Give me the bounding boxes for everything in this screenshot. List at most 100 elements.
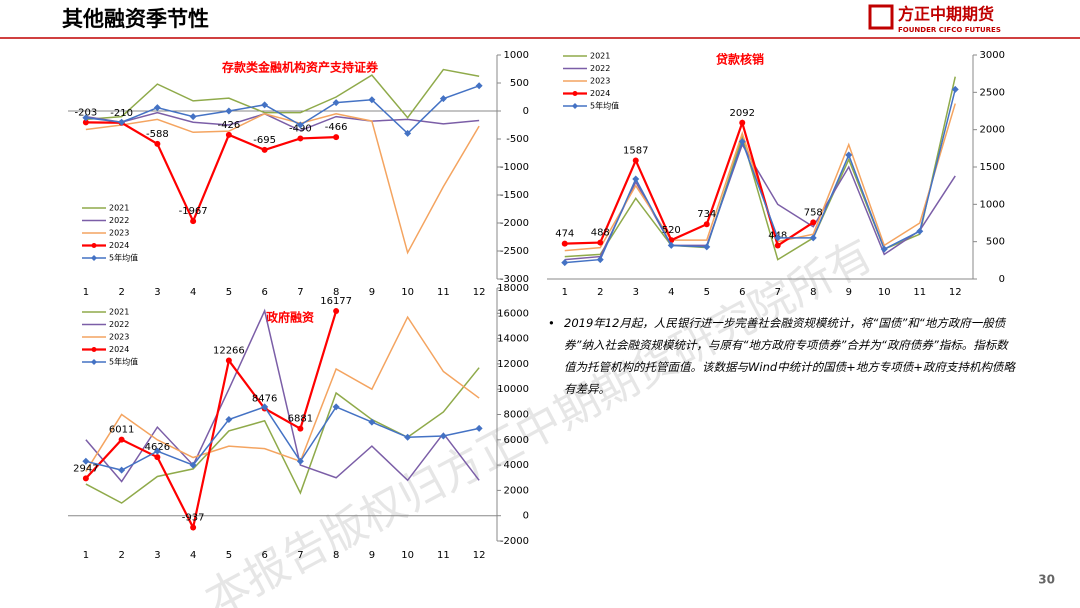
point — [297, 425, 304, 432]
point — [774, 234, 782, 242]
point — [632, 157, 639, 164]
point — [297, 135, 304, 142]
value-label: 758 — [804, 207, 823, 218]
x-tick-label: 12 — [473, 287, 486, 298]
value-label: -695 — [253, 135, 276, 146]
series-line — [85, 310, 338, 531]
legend-marker — [91, 243, 97, 248]
point — [561, 259, 569, 267]
legend-label: 2022 — [590, 64, 610, 73]
x-tick-label: 8 — [333, 287, 339, 298]
point — [951, 85, 959, 93]
point — [809, 234, 817, 242]
point — [632, 175, 640, 183]
point — [703, 243, 711, 251]
value-label: 1587 — [623, 146, 648, 157]
chart-title: 存款类金融机构资产支持证券 — [221, 60, 379, 75]
point — [261, 146, 268, 153]
y-tick-label: 500 — [986, 237, 1005, 248]
legend-marker — [91, 255, 97, 261]
x-tick-label: 7 — [297, 287, 303, 298]
point — [703, 221, 710, 228]
point — [475, 424, 483, 432]
legend-label: 2023 — [109, 229, 129, 238]
x-tick-label: 8 — [333, 550, 339, 561]
value-label: -588 — [146, 129, 169, 140]
point — [82, 119, 89, 126]
page-number: 30 — [1038, 573, 1055, 587]
value-label: 8476 — [252, 393, 277, 404]
x-tick-label: 12 — [949, 287, 962, 298]
x-tick-label: 1 — [83, 287, 89, 298]
series-line — [85, 121, 337, 224]
value-label: 520 — [662, 225, 681, 236]
point — [154, 454, 161, 461]
y-tick-label: 6000 — [504, 435, 529, 446]
point — [225, 416, 233, 424]
legend-label: 2021 — [109, 308, 129, 317]
legend-label: 5年均值 — [109, 357, 138, 367]
x-tick-label: 7 — [297, 550, 303, 561]
x-tick-label: 5 — [226, 550, 232, 561]
logo-english: FOUNDER CIFCO FUTURES — [898, 26, 1001, 34]
y-tick-label: 1500 — [980, 162, 1005, 173]
series-line — [564, 119, 814, 248]
legend-label: 2021 — [590, 52, 610, 61]
series-line — [564, 89, 956, 264]
x-tick-label: 4 — [190, 550, 196, 561]
point — [82, 457, 90, 465]
x-tick-label: 5 — [704, 287, 710, 298]
x-tick-label: 1 — [562, 287, 568, 298]
legend-label: 2022 — [109, 216, 129, 225]
x-tick-label: 2 — [118, 550, 124, 561]
y-tick-label: 0 — [523, 106, 529, 117]
x-tick-label: 12 — [473, 550, 486, 561]
x-tick-label: 2 — [597, 287, 603, 298]
point — [475, 82, 483, 90]
y-tick-label: 0 — [523, 511, 529, 522]
note-text: 2019年12月起，人民银行进一步完善社会融资规模统计，将“国债”和“地方政府一… — [564, 316, 1015, 396]
y-tick-label: 12000 — [497, 359, 529, 370]
x-tick-label: 4 — [668, 287, 674, 298]
y-tick-label: -2000 — [500, 218, 529, 229]
point — [118, 118, 126, 126]
value-label: 474 — [555, 229, 574, 240]
x-tick-label: 6 — [261, 287, 267, 298]
x-tick-label: 10 — [878, 287, 891, 298]
x-tick-label: 10 — [401, 287, 414, 298]
x-tick-label: 4 — [190, 287, 196, 298]
point — [774, 242, 781, 249]
value-label: -466 — [325, 122, 348, 133]
x-tick-label: 9 — [369, 550, 375, 561]
legend-label: 5年均值 — [590, 101, 619, 111]
logo-icon — [868, 4, 894, 30]
value-label: -203 — [75, 107, 98, 118]
x-tick-label: 11 — [913, 287, 926, 298]
y-tick-label: -3000 — [500, 274, 529, 285]
y-tick-label: -1000 — [500, 162, 529, 173]
point — [296, 121, 304, 129]
point — [189, 461, 197, 469]
y-tick-label: 14000 — [497, 334, 529, 345]
legend-label: 2023 — [590, 77, 610, 86]
series-line — [564, 76, 956, 261]
value-label: -210 — [110, 108, 133, 119]
point — [225, 107, 233, 115]
x-tick-label: 7 — [775, 287, 781, 298]
y-tick-label: 1000 — [980, 199, 1005, 210]
legend-marker — [572, 103, 578, 109]
x-tick-label: 6 — [739, 287, 745, 298]
point — [845, 151, 853, 159]
point — [189, 113, 197, 121]
point — [225, 131, 232, 138]
series-line — [85, 405, 480, 471]
legend-marker — [91, 347, 97, 352]
series-line — [564, 103, 956, 252]
series-line — [85, 315, 480, 472]
chart-title: 政府融资 — [266, 310, 314, 325]
point — [225, 357, 232, 364]
point — [154, 140, 161, 147]
point — [404, 129, 412, 137]
